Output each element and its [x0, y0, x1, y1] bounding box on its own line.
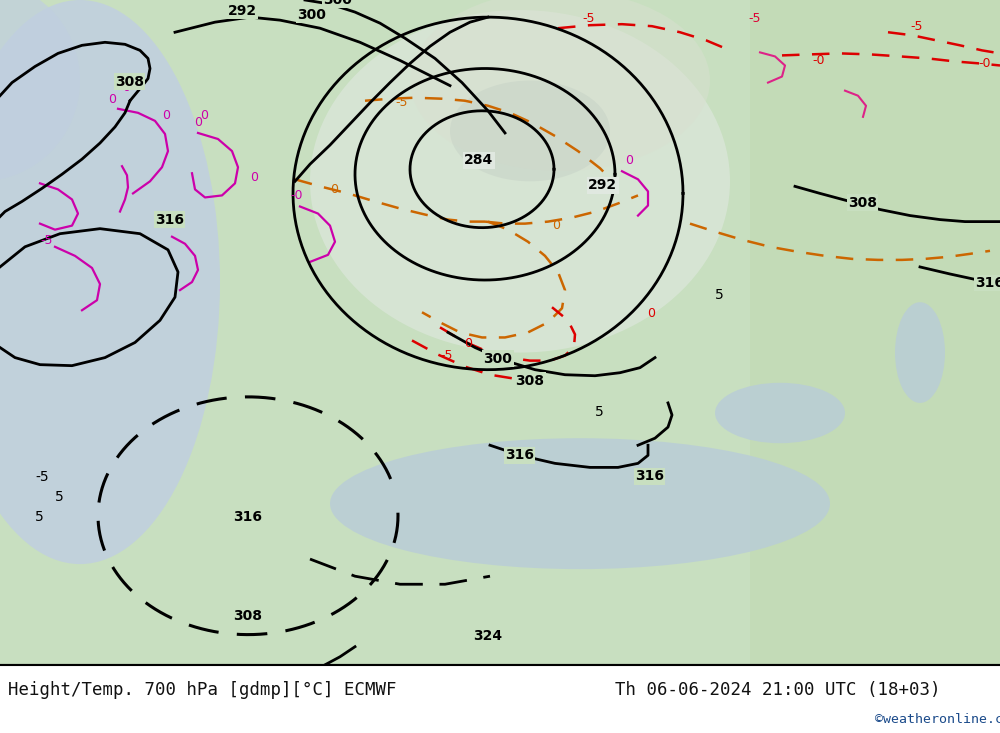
- Text: 0: 0: [108, 93, 116, 106]
- Text: 0: 0: [250, 172, 258, 184]
- Text: 300: 300: [484, 352, 512, 366]
- Ellipse shape: [895, 302, 945, 403]
- Text: 308: 308: [115, 75, 144, 89]
- Text: 316: 316: [505, 449, 534, 463]
- Text: -0: -0: [812, 54, 824, 67]
- Text: 292: 292: [588, 178, 617, 192]
- Text: -0: -0: [290, 189, 302, 202]
- Text: 5: 5: [55, 490, 64, 504]
- Text: 300: 300: [298, 8, 326, 22]
- Text: 5: 5: [715, 288, 724, 302]
- Text: 324: 324: [473, 629, 503, 643]
- Text: 0: 0: [647, 307, 655, 320]
- Text: 308: 308: [848, 196, 877, 210]
- Text: 284: 284: [464, 153, 493, 167]
- Ellipse shape: [410, 0, 710, 172]
- Text: Th 06-06-2024 21:00 UTC (18+03): Th 06-06-2024 21:00 UTC (18+03): [615, 682, 940, 699]
- Text: 300: 300: [324, 0, 352, 7]
- Ellipse shape: [310, 10, 730, 353]
- Bar: [750, 0, 1000, 665]
- Text: -5: -5: [35, 471, 49, 485]
- Text: 308: 308: [516, 374, 544, 388]
- Text: 316: 316: [975, 276, 1000, 290]
- Text: 316: 316: [155, 213, 184, 226]
- Text: Height/Temp. 700 hPa [gdmp][°C] ECMWF: Height/Temp. 700 hPa [gdmp][°C] ECMWF: [8, 682, 396, 699]
- Text: 0: 0: [200, 109, 208, 122]
- Text: 308: 308: [234, 608, 262, 622]
- Text: 316: 316: [234, 509, 262, 524]
- Text: 5: 5: [35, 509, 44, 524]
- Text: -0: -0: [978, 57, 990, 70]
- Text: 5: 5: [595, 405, 604, 419]
- Ellipse shape: [0, 0, 80, 181]
- Text: 292: 292: [227, 4, 257, 18]
- Text: 0: 0: [552, 218, 560, 232]
- Text: 0: 0: [122, 81, 130, 94]
- Text: -5: -5: [910, 21, 922, 33]
- Ellipse shape: [715, 383, 845, 443]
- Text: 316: 316: [635, 470, 664, 484]
- Ellipse shape: [0, 0, 220, 564]
- Text: -5: -5: [440, 349, 452, 361]
- Text: -5: -5: [40, 234, 52, 247]
- Text: 0: 0: [625, 154, 633, 167]
- Text: -5: -5: [395, 96, 408, 108]
- Ellipse shape: [330, 438, 830, 569]
- Text: 0: 0: [464, 336, 472, 350]
- Text: ©weatheronline.co.uk: ©weatheronline.co.uk: [875, 713, 1000, 726]
- Text: 0: 0: [330, 183, 338, 196]
- Text: 0: 0: [194, 116, 202, 129]
- Text: -5: -5: [582, 12, 594, 25]
- Ellipse shape: [450, 81, 610, 181]
- Text: -5: -5: [748, 12, 761, 25]
- Text: 0: 0: [162, 109, 170, 122]
